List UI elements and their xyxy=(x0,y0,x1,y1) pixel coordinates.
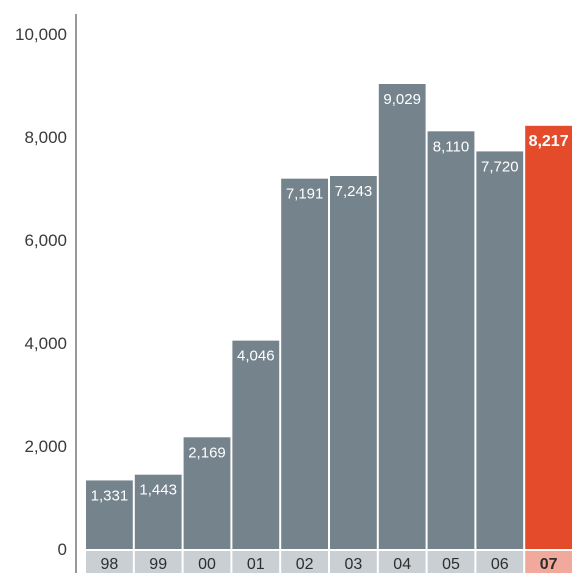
bar xyxy=(134,474,182,549)
bar-value-label: 9,029 xyxy=(383,91,421,108)
x-tick-label: 99 xyxy=(149,556,167,573)
x-tick-label: 00 xyxy=(198,556,216,573)
x-category-band xyxy=(525,551,572,573)
bar xyxy=(232,340,280,549)
bar-value-label: 2,169 xyxy=(188,444,226,461)
bar xyxy=(427,131,475,549)
bar-highlighted xyxy=(525,125,572,550)
bar-value-label: 7,243 xyxy=(335,183,373,200)
bar xyxy=(281,178,328,549)
bar-value-label: 4,046 xyxy=(237,348,275,365)
y-tick-label: 10,000 xyxy=(15,25,67,44)
x-axis-categories: 98 99 00 01 02 03 04 05 06 07 xyxy=(86,551,572,573)
x-tick-label: 06 xyxy=(491,556,509,573)
y-tick-label: 8,000 xyxy=(24,128,67,147)
x-category-band xyxy=(476,551,524,573)
y-tick-label: 2,000 xyxy=(24,437,67,456)
x-category-band xyxy=(330,551,377,573)
y-tick-label: 0 xyxy=(58,540,67,559)
y-tick-label: 6,000 xyxy=(24,231,67,250)
x-tick-label: 98 xyxy=(101,556,119,573)
x-tick-label: 03 xyxy=(345,556,363,573)
x-category-band xyxy=(378,551,426,573)
x-category-band xyxy=(427,551,475,573)
x-category-band xyxy=(183,551,231,573)
bar xyxy=(86,480,133,549)
bars: 1,331 1,443 2,169 4,046 7,191 7,243 9,029 8,110… xyxy=(86,84,572,550)
bar xyxy=(330,175,377,549)
x-tick-label: 07 xyxy=(540,556,558,573)
x-tick-label: 01 xyxy=(247,556,265,573)
x-tick-label: 05 xyxy=(442,556,460,573)
x-tick-label: 04 xyxy=(393,556,411,573)
x-category-band xyxy=(281,551,328,573)
x-category-band xyxy=(86,551,133,573)
bar-value-label: 1,331 xyxy=(91,487,129,504)
x-tick-label: 02 xyxy=(296,556,314,573)
bar-value-label: 8,217 xyxy=(529,133,569,150)
y-axis-ticks: 0 2,000 4,000 6,000 8,000 10,000 xyxy=(15,25,67,559)
bar xyxy=(183,437,231,549)
bar-value-label: 7,720 xyxy=(481,158,519,175)
x-category-band xyxy=(134,551,182,573)
x-category-band xyxy=(232,551,280,573)
y-tick-label: 4,000 xyxy=(24,334,67,353)
bar xyxy=(476,151,524,550)
bar-value-label: 7,191 xyxy=(286,186,324,203)
bar-value-label: 1,443 xyxy=(139,482,177,499)
bar-value-label: 8,110 xyxy=(433,138,469,155)
bar xyxy=(378,84,426,549)
